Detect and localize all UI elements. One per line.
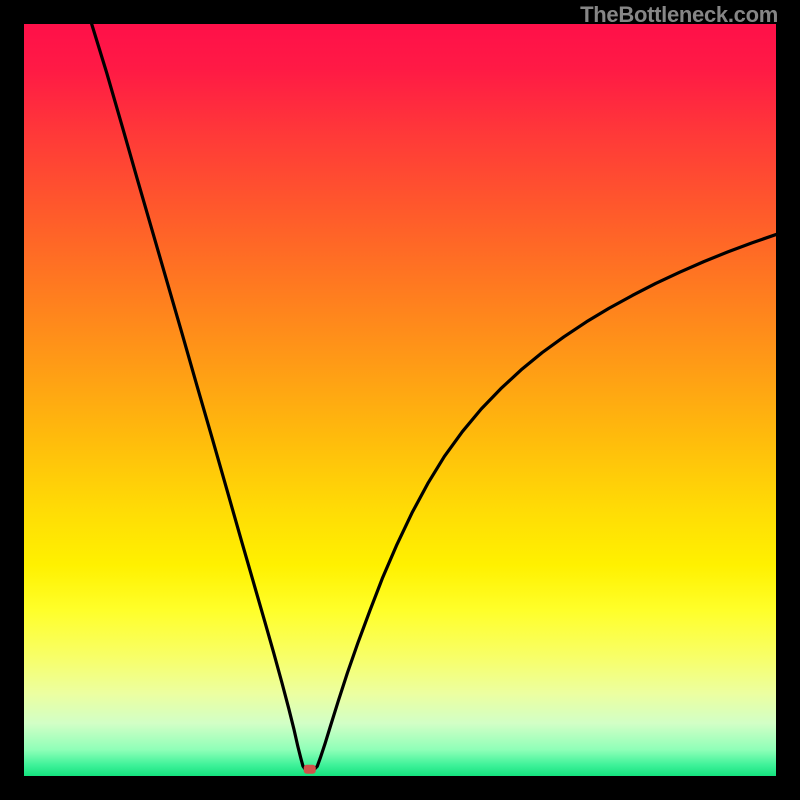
chart-background [24, 24, 776, 776]
chart-svg [24, 24, 776, 776]
sweet-spot-marker [304, 765, 316, 774]
watermark-text: TheBottleneck.com [580, 2, 778, 28]
plot-area [24, 24, 776, 776]
